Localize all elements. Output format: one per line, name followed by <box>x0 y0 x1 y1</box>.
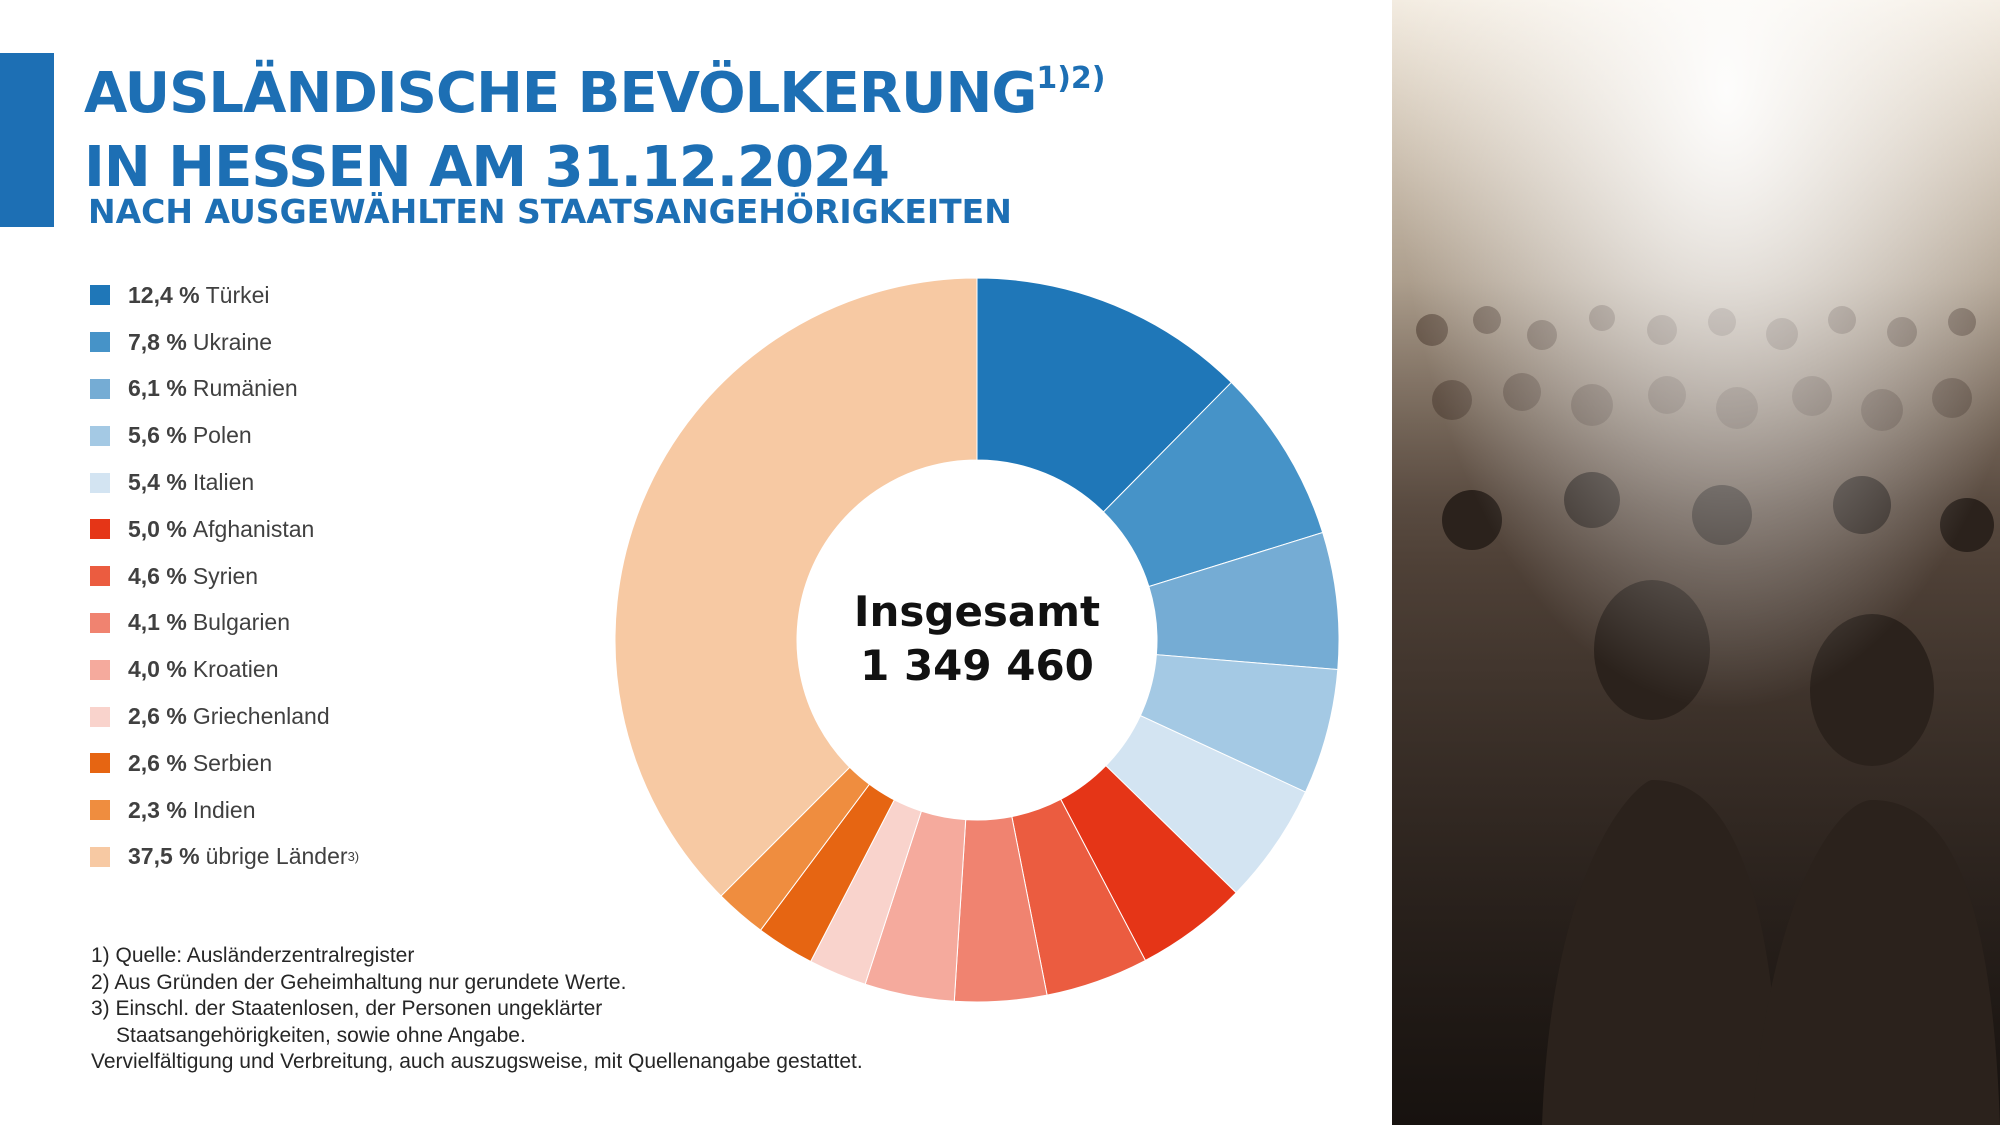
legend-percent: 37,5 % <box>128 843 200 870</box>
legend-percent: 2,3 % <box>128 796 187 823</box>
legend-label: Ukraine <box>192 328 273 355</box>
legend-percent: 2,6 % <box>128 703 187 730</box>
legend-percent: 2,6 % <box>128 749 187 776</box>
legend-item: 4,1 % Bulgarien <box>90 600 359 647</box>
legend-swatch <box>90 472 110 493</box>
legend-swatch <box>90 800 110 821</box>
legend-item: 5,0 % Afghanistan <box>90 506 359 553</box>
legend-label: Italien <box>192 469 255 496</box>
legend-label: Griechenland <box>192 703 330 730</box>
footnote-3-continued: Staatsangehörigkeiten, sowie ohne Angabe… <box>116 1023 526 1047</box>
legend-swatch <box>90 846 110 867</box>
legend-swatch <box>90 706 110 727</box>
legend-item: 4,6 % Syrien <box>90 553 359 600</box>
title-line-1: AUSLÄNDISCHE BEVÖLKERUNG <box>84 61 1037 126</box>
pie-slice <box>976 277 1233 513</box>
legend-swatch <box>90 378 110 399</box>
legend-percent: 4,1 % <box>128 609 187 636</box>
legend-item: 37,5 % übrige Länder 3) <box>90 834 359 881</box>
legend-footnote-marker: 3) <box>347 849 360 865</box>
legend-label: Indien <box>192 796 256 823</box>
legend-percent: 5,6 % <box>128 422 187 449</box>
legend-label: Kroatien <box>192 656 279 683</box>
legend-percent: 6,1 % <box>128 375 187 402</box>
legend-swatch <box>90 659 110 680</box>
footnote-2: 2) Aus Gründen der Geheimhaltung nur ger… <box>91 970 627 994</box>
legend-swatch <box>90 753 110 774</box>
legend-item: 12,4 % Türkei <box>90 272 359 319</box>
legend-item: 7,8 % Ukraine <box>90 319 359 366</box>
title-line-2: IN HESSEN AM 31.12.2024 <box>84 135 890 200</box>
legend-item: 2,3 % Indien <box>90 787 359 834</box>
legend-swatch <box>90 425 110 446</box>
legend: 12,4 % Türkei 7,8 % Ukraine 6,1 % Rumänien 5,6… <box>90 272 359 880</box>
legend-label: Rumänien <box>192 375 298 402</box>
legend-item: 4,0 % Kroatien <box>90 646 359 693</box>
footnote-3: 3) Einschl. der Staatenlosen, der Person… <box>91 997 603 1020</box>
legend-label: Türkei <box>205 281 270 308</box>
legend-label: übrige Länder <box>205 843 348 870</box>
legend-label: Serbien <box>192 749 273 776</box>
legend-label: Polen <box>192 422 252 449</box>
chart-title: AUSLÄNDISCHE BEVÖLKERUNG1)2) IN HESSEN A… <box>84 42 1106 205</box>
legend-percent: 5,0 % <box>128 515 187 542</box>
legend-percent: 4,0 % <box>128 656 187 683</box>
footnotes: 1) Quelle: Ausländerzentralregister 2) A… <box>91 943 863 1076</box>
legend-item: 5,6 % Polen <box>90 412 359 459</box>
legend-item: 2,6 % Griechenland <box>90 693 359 740</box>
center-total-label: Insgesamt <box>853 587 1101 636</box>
crowd-photo <box>1392 0 2000 1125</box>
legend-swatch <box>90 285 110 306</box>
legend-swatch <box>90 566 110 587</box>
chart-subtitle: NACH AUSGEWÄHLTEN STAATSANGEHÖRIGKEITEN <box>88 192 1012 231</box>
legend-item: 6,1 % Rumänien <box>90 366 359 413</box>
legend-label: Bulgarien <box>192 609 291 636</box>
legend-percent: 5,4 % <box>128 469 187 496</box>
legend-swatch <box>90 519 110 540</box>
copyright-note: Vervielfältigung und Verbreitung, auch a… <box>91 1050 863 1073</box>
title-footnote-marker: 1)2) <box>1036 61 1106 96</box>
legend-label: Afghanistan <box>192 515 315 542</box>
legend-swatch <box>90 332 110 353</box>
legend-percent: 7,8 % <box>128 328 187 355</box>
pie-slice <box>614 277 978 897</box>
legend-item: 5,4 % Italien <box>90 459 359 506</box>
accent-bar <box>0 53 54 227</box>
legend-percent: 4,6 % <box>128 562 187 589</box>
legend-swatch <box>90 612 110 633</box>
legend-item: 2,6 % Serbien <box>90 740 359 787</box>
legend-label: Syrien <box>192 562 259 589</box>
footnote-1: 1) Quelle: Ausländerzentralregister <box>91 944 415 967</box>
center-total-value: 1 349 460 <box>860 641 1094 690</box>
legend-percent: 12,4 % <box>128 281 200 308</box>
